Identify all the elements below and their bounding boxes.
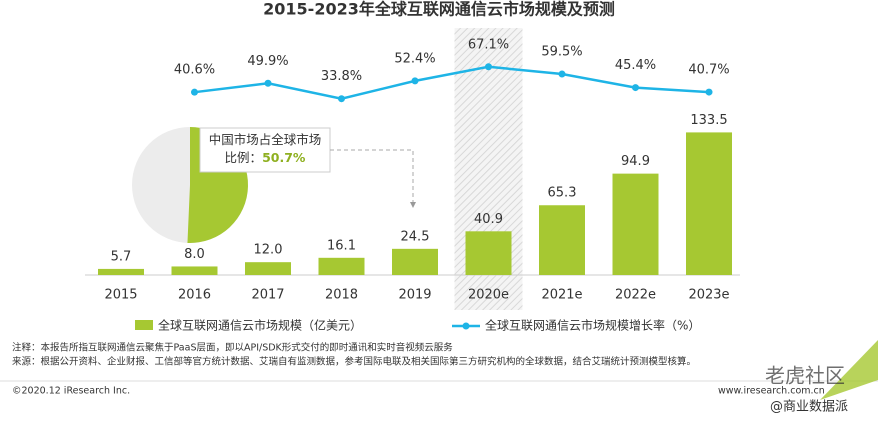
line-value-label: 67.1% — [468, 37, 509, 52]
bar-value-label: 12.0 — [254, 243, 283, 258]
bar-value-label: 133.5 — [690, 113, 727, 128]
x-tick-label: 2015 — [104, 288, 137, 303]
bar — [245, 262, 291, 275]
x-tick-label: 2016 — [178, 288, 211, 303]
bar-value-label: 94.9 — [621, 154, 650, 169]
corner-decoration — [820, 340, 878, 400]
bar — [98, 268, 144, 275]
x-tick-label: 2021e — [541, 288, 582, 303]
x-tick-label: 2020e — [468, 288, 509, 303]
note: 注释：本报告所指互联网通信云聚焦于PaaS层面，即以API/SDK形式交付的即时… — [12, 342, 453, 354]
watermark: 老虎社区 — [765, 364, 845, 388]
line-point — [191, 88, 198, 96]
bar-value-label: 40.9 — [474, 212, 503, 227]
line-value-label: 59.5% — [541, 45, 582, 60]
legend-swatch — [135, 320, 153, 330]
website: www.iresearch.com.cn — [718, 386, 825, 397]
bar — [612, 173, 659, 275]
line-value-label: 40.7% — [688, 63, 729, 78]
bar — [318, 257, 365, 275]
x-tick-label: 2017 — [251, 288, 284, 303]
legend-swatch — [462, 322, 470, 330]
bar — [686, 132, 732, 275]
bar-value-label: 65.3 — [548, 186, 577, 201]
bar — [392, 248, 438, 275]
line-point — [632, 84, 639, 92]
x-tick-label: 2023e — [688, 288, 729, 303]
line-point — [485, 63, 492, 71]
bar — [539, 205, 585, 275]
bar — [465, 231, 512, 275]
x-tick-label: 2022e — [615, 288, 656, 303]
line-point — [558, 70, 566, 78]
line-point — [705, 88, 713, 96]
bar-value-label: 5.7 — [111, 249, 132, 264]
line-point — [338, 95, 345, 103]
annotation-box — [199, 127, 331, 173]
chart-title: 2015-2023年全球互联网通信云市场规模及预测 — [263, 0, 615, 19]
bar — [171, 266, 218, 275]
line-point — [411, 77, 419, 85]
note: 来源：根据公开资料、企业财报、工信部等官方统计数据、艾瑞自有监测数据，参考国际电… — [12, 356, 696, 368]
bar-value-label: 24.5 — [401, 229, 430, 244]
x-tick-label: 2018 — [325, 288, 358, 303]
line-value-label: 45.4% — [615, 58, 656, 73]
line-value-label: 33.8% — [321, 69, 362, 84]
bar-value-label: 8.0 — [184, 247, 205, 262]
line-value-label: 52.4% — [394, 51, 435, 66]
pie-value-label: 50.7% — [262, 150, 306, 165]
line-value-label: 49.9% — [247, 54, 288, 69]
line — [194, 65, 710, 100]
bar-value-label: 16.1 — [327, 238, 356, 253]
pie-annotation: 中国市场占全球市场比例：50.7% — [204, 131, 326, 167]
legend-label: 全球互联网通信云市场规模（亿美元） — [158, 318, 362, 333]
line-point — [264, 79, 272, 87]
pie-label: 中国市场占全球市场比例： — [208, 132, 322, 165]
line-value-label: 40.6% — [174, 63, 215, 78]
x-tick-label: 2019 — [398, 288, 431, 303]
copyright: ©2020.12 iResearch Inc. — [12, 386, 130, 397]
watermark: @商业数据派 — [770, 400, 848, 415]
legend-label: 全球互联网通信云市场规模增长率（%） — [485, 318, 700, 333]
annotation-arrow — [330, 149, 416, 208]
